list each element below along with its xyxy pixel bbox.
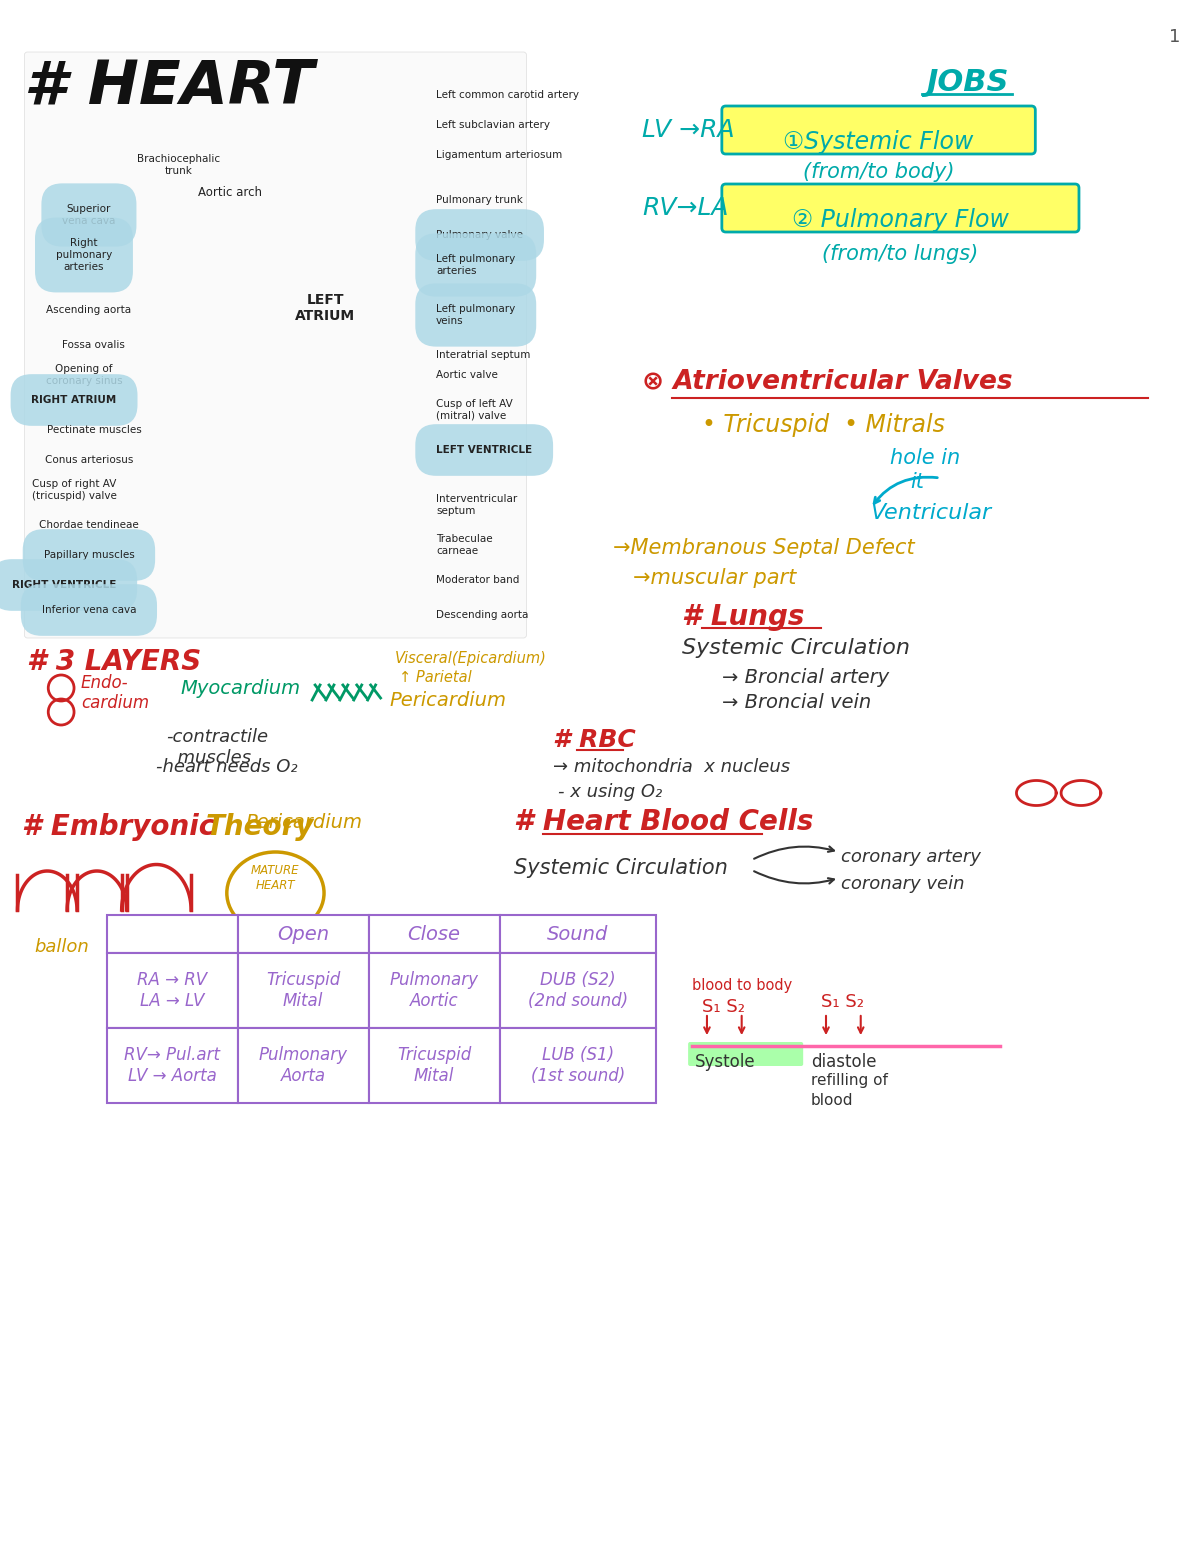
Text: blood to body: blood to body	[692, 978, 792, 992]
Text: → Broncial artery: → Broncial artery	[722, 668, 889, 686]
Text: Pectinate muscles: Pectinate muscles	[47, 426, 142, 435]
Text: Opening of
coronary sinus: Opening of coronary sinus	[46, 365, 122, 385]
Text: Brachiocephalic
trunk: Brachiocephalic trunk	[137, 154, 220, 175]
Text: hole in: hole in	[890, 447, 961, 467]
Text: Pulmonary
Aortic: Pulmonary Aortic	[390, 971, 479, 1009]
Text: →muscular part: →muscular part	[632, 568, 796, 589]
Text: Descending aorta: Descending aorta	[436, 610, 528, 620]
Text: Tricuspid
Mital: Tricuspid Mital	[266, 971, 341, 1009]
Text: coronary artery: coronary artery	[841, 848, 980, 867]
Text: it: it	[911, 472, 924, 492]
Text: Systemic Circulation: Systemic Circulation	[682, 638, 910, 658]
Text: Systemic Circulation: Systemic Circulation	[514, 857, 727, 877]
Text: Cusp of right AV
(tricuspid) valve: Cusp of right AV (tricuspid) valve	[31, 480, 116, 500]
Text: Inferior vena cava: Inferior vena cava	[42, 606, 136, 615]
Bar	[368, 954, 499, 1028]
Text: LEFT
ATRIUM: LEFT ATRIUM	[295, 294, 355, 323]
Text: Pulmonary
Aorta: Pulmonary Aorta	[259, 1047, 348, 1086]
Text: S₁ S₂: S₁ S₂	[821, 992, 864, 1011]
Bar	[368, 1028, 499, 1103]
Text: Pulmonary valve: Pulmonary valve	[436, 230, 523, 241]
Text: Chordae tendineae: Chordae tendineae	[40, 520, 139, 530]
Text: blood: blood	[811, 1093, 853, 1107]
Text: S₁ S₂: S₁ S₂	[702, 999, 745, 1016]
Text: Visceral(Epicardium): Visceral(Epicardium)	[395, 651, 546, 666]
Text: ⊗ Atrioventricular Valves: ⊗ Atrioventricular Valves	[642, 368, 1013, 394]
Text: LV →RA: LV →RA	[642, 118, 736, 141]
Text: Fossa ovalis: Fossa ovalis	[62, 340, 125, 349]
Text: Cusp of left AV
(mitral) valve: Cusp of left AV (mitral) valve	[436, 399, 512, 421]
FancyBboxPatch shape	[722, 106, 1036, 154]
Text: coronary vein: coronary vein	[841, 874, 965, 893]
Text: → mitochondria  x nucleus: → mitochondria x nucleus	[553, 758, 791, 776]
Bar	[238, 954, 368, 1028]
Text: Systole: Systole	[695, 1053, 756, 1072]
Text: Interatrial septum: Interatrial septum	[436, 349, 530, 360]
Text: Aortic arch: Aortic arch	[198, 186, 262, 199]
Text: Theory: Theory	[206, 814, 314, 842]
Text: →Membranous Septal Defect: →Membranous Septal Defect	[613, 537, 914, 558]
Text: RIGHT ATRIUM: RIGHT ATRIUM	[31, 394, 116, 405]
Text: ② Pulmonary Flow: ② Pulmonary Flow	[792, 208, 1009, 231]
Text: # 3 LAYERS: # 3 LAYERS	[28, 648, 202, 676]
Text: Pulmonary trunk: Pulmonary trunk	[436, 196, 523, 205]
Text: Left common carotid artery: Left common carotid artery	[436, 90, 580, 99]
Text: Ligamentum arteriosum: Ligamentum arteriosum	[436, 151, 563, 160]
Bar	[499, 915, 656, 954]
Text: Left subclavian artery: Left subclavian artery	[436, 120, 550, 130]
Text: MATURE
HEART: MATURE HEART	[251, 863, 300, 891]
Text: Right
pulmonary
arteries: Right pulmonary arteries	[56, 239, 112, 272]
Text: DUB (S2)
(2nd sound): DUB (S2) (2nd sound)	[528, 971, 628, 1009]
Text: Open: Open	[277, 924, 329, 944]
Text: (from/to lungs): (from/to lungs)	[822, 244, 978, 264]
Text: Moderator band: Moderator band	[436, 575, 520, 585]
Bar	[499, 954, 656, 1028]
Bar	[368, 915, 499, 954]
Text: # Embryonic: # Embryonic	[23, 814, 216, 842]
Text: # RBC: # RBC	[553, 728, 636, 752]
Text: Conus arteriosus: Conus arteriosus	[44, 455, 133, 464]
Text: RIGHT VENTRICLE: RIGHT VENTRICLE	[12, 579, 116, 590]
FancyBboxPatch shape	[688, 1042, 803, 1065]
Text: # HEART: # HEART	[24, 57, 314, 116]
Text: Ascending aorta: Ascending aorta	[47, 304, 132, 315]
Text: Aortic valve: Aortic valve	[436, 370, 498, 380]
Text: -heart needs O₂: -heart needs O₂	[156, 758, 298, 776]
Text: Pericardium: Pericardium	[390, 691, 506, 710]
Text: RA → RV
LA → LV: RA → RV LA → LV	[137, 971, 208, 1009]
Text: # Lungs: # Lungs	[682, 603, 804, 631]
Text: RV→LA: RV→LA	[642, 196, 728, 221]
Text: 1: 1	[1169, 28, 1180, 47]
Bar	[107, 915, 238, 954]
Text: refilling of: refilling of	[811, 1073, 888, 1089]
Text: Trabeculae
carneae: Trabeculae carneae	[436, 534, 493, 556]
Text: diastole: diastole	[811, 1053, 877, 1072]
Bar	[107, 954, 238, 1028]
Text: Myocardium: Myocardium	[180, 679, 300, 697]
Text: Superior
vena cava: Superior vena cava	[62, 203, 115, 225]
Text: Close: Close	[408, 924, 461, 944]
Text: Ventricular: Ventricular	[871, 503, 991, 523]
Text: ballon: ballon	[35, 938, 90, 957]
Bar	[499, 1028, 656, 1103]
Text: LEFT VENTRICLE: LEFT VENTRICLE	[436, 446, 533, 455]
Text: JOBS: JOBS	[925, 68, 1008, 96]
Bar	[238, 1028, 368, 1103]
Text: ↑ Parietal: ↑ Parietal	[400, 671, 472, 685]
Text: Left pulmonary
arteries: Left pulmonary arteries	[436, 255, 515, 276]
Text: → Broncial vein: → Broncial vein	[722, 693, 871, 711]
Text: - x using O₂: - x using O₂	[558, 783, 662, 801]
Text: Interventricular
septum: Interventricular septum	[436, 494, 517, 516]
Bar	[238, 915, 368, 954]
Text: LUB (S1)
(1st sound): LUB (S1) (1st sound)	[530, 1047, 625, 1086]
Text: Pericardium: Pericardium	[246, 814, 362, 832]
Bar	[107, 1028, 238, 1103]
Text: RV→ Pul.art
LV → Aorta: RV→ Pul.art LV → Aorta	[125, 1047, 221, 1086]
Text: Endo-
cardium: Endo- cardium	[80, 674, 149, 713]
Text: Left pulmonary
veins: Left pulmonary veins	[436, 304, 515, 326]
Text: • Tricuspid  • Mitrals: • Tricuspid • Mitrals	[702, 413, 944, 436]
Text: # Heart Blood Cells: # Heart Blood Cells	[514, 808, 812, 836]
Text: (from/to body): (from/to body)	[803, 162, 954, 182]
Text: -contractile
  muscles: -contractile muscles	[167, 728, 269, 767]
Text: Papillary muscles: Papillary muscles	[43, 550, 134, 561]
